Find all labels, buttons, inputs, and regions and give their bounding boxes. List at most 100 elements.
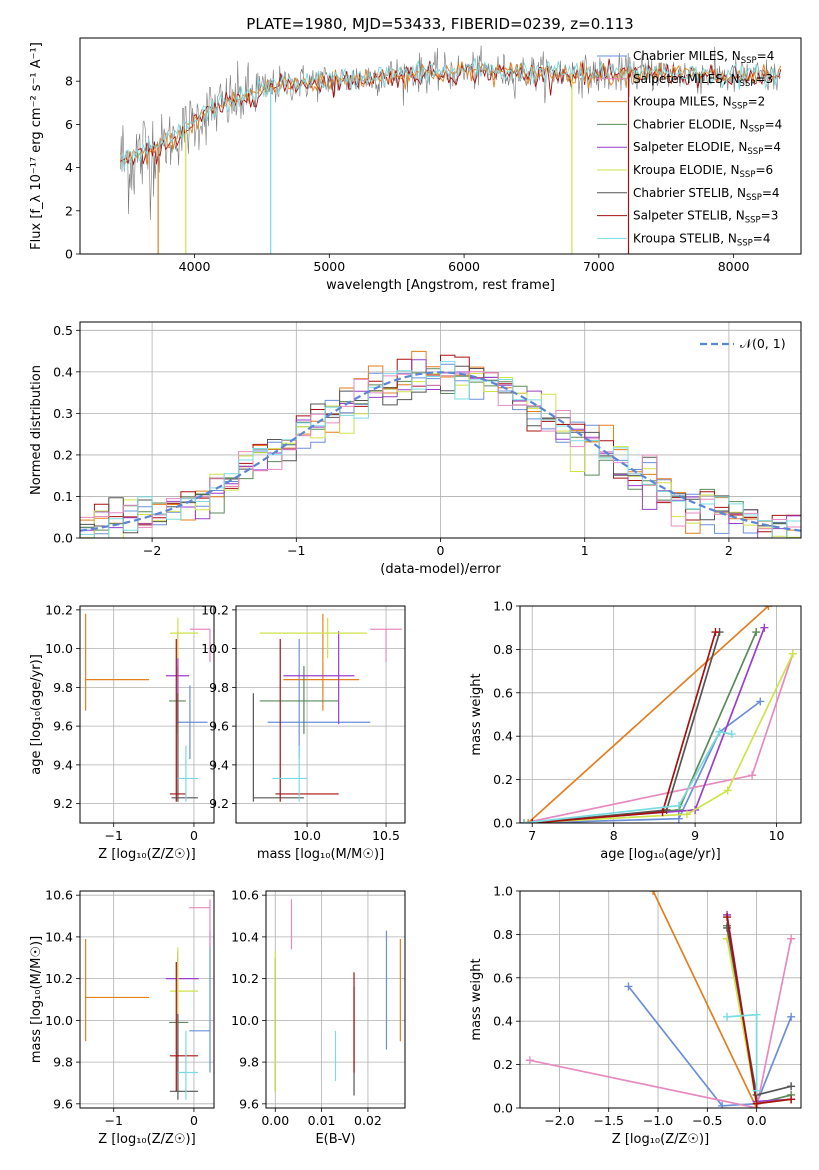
x-tick-label: −2: [143, 543, 161, 558]
x-tick-label: 0.01: [308, 1113, 336, 1128]
series-marker: [788, 649, 797, 658]
y-tick-label: 0.4: [493, 1014, 513, 1029]
y-tick-label: 10.0: [45, 1013, 73, 1028]
x-tick-label: 2: [725, 543, 733, 558]
errorbar-point: [177, 685, 208, 760]
x-tick-label: −1.5: [594, 1113, 624, 1128]
series-marker: [525, 1056, 534, 1065]
x-tick-label: 7000: [583, 259, 615, 274]
y-tick-label: 10.2: [45, 602, 73, 617]
normal-curve: [80, 371, 801, 532]
series-path: [527, 606, 769, 823]
x-tick-label: −2.0: [544, 1113, 574, 1128]
y-tick-label: 10.6: [231, 888, 259, 903]
x-tick-label: 9: [691, 828, 699, 843]
x-axis-label: (data-model)/error: [380, 562, 501, 577]
series-marker: [723, 786, 732, 795]
y-tick-label: 10.2: [231, 971, 259, 986]
y-tick-label: 0.3: [53, 406, 73, 421]
legend-label: Kroupa MILES, NSSP=2: [633, 95, 765, 112]
series-path: [726, 916, 792, 1105]
errorbar-point: [283, 631, 355, 725]
series-line: [723, 913, 796, 1108]
errorbar-point: [85, 938, 150, 1042]
errorbar-point: [169, 617, 198, 659]
y-tick-label: 9.8: [53, 680, 73, 695]
x-tick-label: −1.0: [643, 1113, 673, 1128]
y-tick-label: 0.5: [53, 323, 73, 338]
errorbar-point: [189, 899, 211, 948]
y-tick-label: 4: [65, 160, 73, 175]
plot-content: [85, 899, 211, 1100]
x-tick-label: 10: [769, 828, 785, 843]
x-tick-label: 8000: [718, 259, 750, 274]
errorbar-point: [169, 961, 198, 1092]
y-tick-label: 9.8: [53, 1055, 73, 1070]
legend-label: 𝒩(0, 1): [740, 336, 786, 351]
y-tick-label: 10.2: [45, 971, 73, 986]
errorbar-point: [169, 1014, 198, 1100]
series-marker: [764, 606, 773, 610]
x-tick-label: 0: [190, 1113, 198, 1128]
y-tick-label: 6: [65, 117, 73, 132]
series-line: [520, 649, 797, 823]
chart-massweight_vs_Z: −2.0 −1.5 −1.0 −0.5 0.0 0.0 0.2 0.4 0.6 0.8 1.0 Z […: [469, 884, 802, 1147]
y-tick-label: 0: [65, 247, 73, 262]
y-tick-label: 9.6: [53, 719, 73, 734]
x-tick-label: 1: [581, 543, 589, 558]
series-marker: [718, 1101, 727, 1108]
series-marker: [723, 1012, 732, 1021]
x-axis-label: age [log₁₀(age/yr)]: [600, 847, 721, 862]
series-line: [723, 923, 796, 1099]
observed-spectrum: [120, 45, 781, 220]
errorbar-point: [259, 666, 339, 734]
legend-label: Salpeter STELIB, NSSP=3: [633, 209, 778, 226]
errorbar-point: [283, 613, 360, 711]
legend-label: Kroupa ELODIE, NSSP=6: [633, 163, 773, 180]
y-tick-label: 9.2: [209, 796, 229, 811]
legend-label: Kroupa STELIB, NSSP=4: [633, 231, 771, 248]
errorbar-point: [252, 693, 304, 802]
series-marker: [760, 623, 769, 632]
series-marker: [715, 727, 724, 736]
y-tick-label: 0.6: [493, 685, 513, 700]
axes-frame: [79, 37, 802, 255]
series-marker: [752, 1099, 761, 1108]
series-marker: [528, 819, 537, 823]
x-tick-label: 0.0: [747, 1113, 767, 1128]
legend-label: Chabrier MILES, NSSP=4: [633, 49, 774, 66]
y-tick-label: 9.6: [209, 719, 229, 734]
axes-frame: [79, 321, 802, 539]
series-line: [649, 891, 761, 1108]
series-marker: [674, 814, 683, 823]
chart-mass_vs_ebv: 0.00 0.01 0.02 9.6 9.8 10.0 10.2 10.4 10.6 E(B-V): [231, 888, 406, 1147]
series-marker: [752, 1086, 761, 1095]
y-tick-label: 9.6: [239, 1096, 259, 1111]
y-tick-label: 10.0: [201, 641, 229, 656]
y-tick-label: 8: [65, 74, 73, 89]
series-marker: [723, 913, 732, 922]
chart-spectrum: 4000 5000 6000 7000 8000 0 2 4 6 8 wavelength [Ang…: [29, 37, 802, 293]
y-tick-label: 9.2: [53, 796, 73, 811]
x-axis-label: Z [log₁₀(Z/Z☉)]: [612, 1132, 709, 1147]
series-line: [723, 910, 796, 1106]
x-tick-label: 6000: [448, 259, 480, 274]
y-tick-label: 2: [65, 203, 73, 218]
y-axis-label: Flux [f_λ 10⁻¹⁷ erg cm⁻² s⁻¹ A⁻¹]: [29, 42, 44, 250]
plot-content: [119, 45, 782, 254]
series-path: [652, 891, 758, 1108]
y-axis-label: age [log₁₀(age/yr)]: [29, 654, 44, 775]
chart-age_vs_mass: 10.0 10.5 9.2 9.4 9.6 9.8 10.0 10.2 mass [log₁₀(…: [201, 602, 406, 862]
x-axis-label: Z [log₁₀(Z/Z☉)]: [98, 847, 195, 862]
series-path: [726, 927, 792, 1097]
series-path: [524, 730, 732, 823]
y-axis-label: Normed distribution: [29, 365, 44, 495]
x-axis-label: Z [log₁₀(Z/Z☉)]: [98, 1132, 195, 1147]
errorbar-point: [267, 638, 371, 760]
series-path: [532, 700, 761, 823]
x-tick-label: −1: [287, 543, 305, 558]
series-marker: [674, 801, 683, 810]
plot-content: [274, 899, 401, 1096]
x-tick-label: 0: [190, 828, 198, 843]
